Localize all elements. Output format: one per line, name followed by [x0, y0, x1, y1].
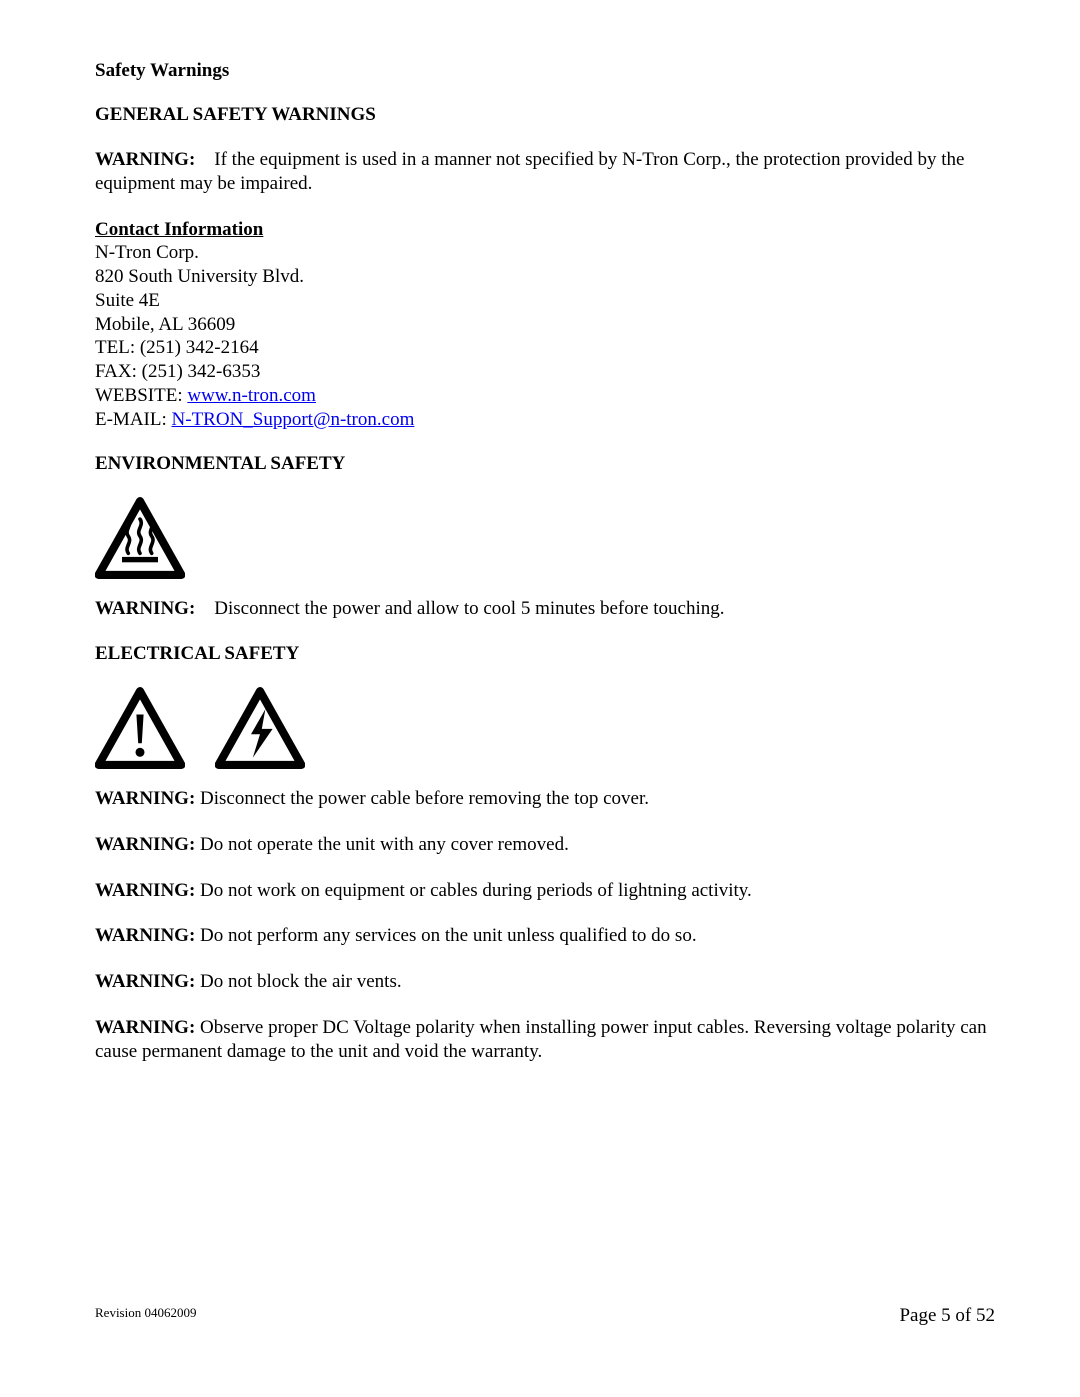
warning-label: WARNING: [95, 598, 195, 619]
high-voltage-icon [215, 687, 305, 769]
warning-text: Observe proper DC Voltage polarity when … [95, 1017, 987, 1062]
contact-tel: TEL: (251) 342-2164 [95, 336, 995, 360]
document-page: Safety Warnings GENERAL SAFETY WARNINGS … [0, 0, 1080, 1063]
environmental-warning: WARNING: Disconnect the power and allow … [95, 597, 995, 621]
contact-email: E-MAIL: N-TRON_Support@n-tron.com [95, 408, 995, 432]
electrical-warning-item: WARNING: Disconnect the power cable befo… [95, 787, 995, 811]
contact-email-label: E-MAIL: [95, 409, 172, 430]
contact-website-link[interactable]: www.n-tron.com [187, 385, 316, 406]
page-title: Safety Warnings [95, 60, 995, 82]
hot-surface-icon [95, 497, 185, 579]
footer-revision: Revision 04062009 [95, 1305, 196, 1327]
warning-text: Do not block the air vents. [200, 971, 402, 992]
electrical-warning-item: WARNING: Do not operate the unit with an… [95, 833, 995, 857]
warning-label: WARNING: [95, 880, 195, 901]
electrical-heading: ELECTRICAL SAFETY [95, 643, 995, 665]
caution-exclamation-icon [95, 687, 185, 769]
contact-email-link[interactable]: N-TRON_Support@n-tron.com [172, 409, 415, 430]
warning-text: Disconnect the power cable before removi… [200, 788, 649, 809]
contact-website: WEBSITE: www.n-tron.com [95, 384, 995, 408]
contact-block: Contact Information N-Tron Corp. 820 Sou… [95, 218, 995, 432]
contact-fax: FAX: (251) 342-6353 [95, 360, 995, 384]
contact-website-label: WEBSITE: [95, 385, 187, 406]
warning-text: If the equipment is used in a manner not… [95, 149, 964, 194]
electrical-warnings-list: WARNING: Disconnect the power cable befo… [95, 787, 995, 1063]
electrical-warning-item: WARNING: Do not perform any services on … [95, 924, 995, 948]
warning-text: Do not operate the unit with any cover r… [200, 834, 569, 855]
page-footer: Revision 04062009 Page 5 of 52 [95, 1305, 995, 1327]
warning-text: Do not work on equipment or cables durin… [200, 880, 752, 901]
general-warning: WARNING: If the equipment is used in a m… [95, 148, 995, 196]
contact-street: 820 South University Blvd. [95, 265, 995, 289]
contact-company: N-Tron Corp. [95, 241, 995, 265]
warning-text: Do not perform any services on the unit … [200, 925, 697, 946]
contact-heading: Contact Information [95, 218, 995, 242]
warning-label: WARNING: [95, 834, 195, 855]
warning-label: WARNING: [95, 149, 195, 170]
electrical-icon-row [95, 687, 995, 769]
electrical-warning-item: WARNING: Observe proper DC Voltage polar… [95, 1016, 995, 1064]
contact-city: Mobile, AL 36609 [95, 313, 995, 337]
contact-suite: Suite 4E [95, 289, 995, 313]
electrical-warning-item: WARNING: Do not block the air vents. [95, 970, 995, 994]
warning-label: WARNING: [95, 1017, 195, 1038]
footer-page-number: Page 5 of 52 [899, 1305, 995, 1327]
general-heading: GENERAL SAFETY WARNINGS [95, 104, 995, 126]
warning-text: Disconnect the power and allow to cool 5… [214, 598, 724, 619]
environmental-icon-row [95, 497, 995, 579]
electrical-warning-item: WARNING: Do not work on equipment or cab… [95, 879, 995, 903]
environmental-heading: ENVIRONMENTAL SAFETY [95, 453, 995, 475]
warning-label: WARNING: [95, 971, 195, 992]
warning-label: WARNING: [95, 925, 195, 946]
warning-label: WARNING: [95, 788, 195, 809]
